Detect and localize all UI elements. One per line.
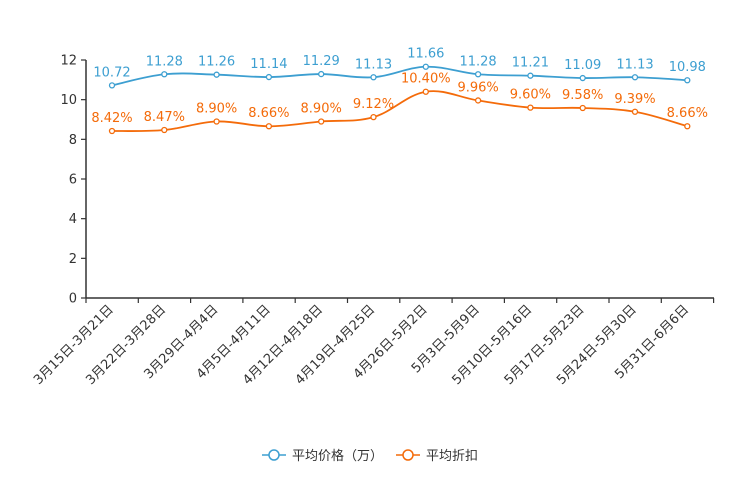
data-label: 10.40%: [401, 72, 451, 87]
data-point: [527, 72, 534, 79]
data-point: [318, 118, 325, 125]
data-label: 9.60%: [510, 88, 551, 103]
data-label: 11.13: [355, 57, 392, 72]
data-point: [213, 71, 220, 78]
data-point: [422, 63, 429, 70]
y-tick-label: 6: [69, 173, 77, 188]
data-point: [579, 74, 586, 82]
data-point: [631, 74, 639, 81]
data-label: 9.58%: [562, 88, 603, 103]
data-label: 8.42%: [91, 111, 132, 126]
data-label: 8.90%: [196, 101, 237, 116]
data-label: 11.13: [616, 57, 653, 72]
data-point: [265, 73, 273, 81]
legend-label: 平均价格（万）: [292, 448, 383, 464]
data-label: 11.21: [512, 56, 549, 71]
y-tick-label: 8: [69, 133, 77, 148]
data-point: [213, 118, 220, 125]
data-point: [108, 82, 116, 89]
data-label: 8.90%: [301, 101, 342, 116]
data-point: [318, 70, 325, 78]
legend-marker-icon: [402, 449, 414, 461]
data-label: 11.28: [459, 54, 496, 69]
y-tick-label: 2: [69, 252, 77, 267]
series-layer: 10.72 11.28 11.26 11.14 11.29 11.13 11.66 11.28…: [91, 47, 708, 135]
series-line: [111, 65, 688, 87]
data-point: [527, 104, 534, 111]
data-label: 11.66: [407, 47, 444, 62]
data-point: [474, 71, 482, 78]
data-point: [161, 126, 168, 134]
data-label: 11.29: [303, 54, 340, 69]
series-line: [111, 90, 688, 132]
data-point: [474, 97, 482, 104]
data-point: [579, 104, 586, 112]
data-label: 11.09: [564, 58, 601, 73]
data-label: 11.26: [198, 55, 235, 70]
data-point: [631, 108, 639, 115]
data-point: [108, 127, 116, 135]
data-point: [684, 77, 691, 84]
data-label: 10.98: [669, 60, 706, 75]
series-2: 8.42% 8.47% 8.90% 8.66% 8.90% 9.12% 10.40% 9.96…: [91, 72, 708, 135]
legend-label: 平均折扣: [426, 449, 478, 464]
data-label: 8.66%: [667, 106, 708, 121]
legend[interactable]: 平均价格（万） 平均折扣: [262, 448, 478, 464]
data-label: 8.47%: [144, 110, 185, 125]
legend-item-2[interactable]: 平均折扣: [396, 449, 478, 464]
data-point: [161, 71, 168, 78]
y-tick-label: 4: [69, 212, 77, 227]
y-tick-label: 0: [69, 292, 77, 307]
data-label: 11.14: [250, 57, 287, 72]
data-label: 9.39%: [614, 92, 655, 107]
legend-marker-icon: [268, 449, 280, 461]
data-label: 10.72: [93, 65, 130, 80]
legend-item-1[interactable]: 平均价格（万）: [262, 448, 383, 464]
y-tick-label: 12: [60, 54, 77, 69]
data-label: 8.66%: [248, 106, 289, 121]
y-tick-label: 10: [60, 93, 77, 108]
data-point: [684, 123, 691, 130]
data-label: 9.12%: [353, 97, 394, 112]
data-point: [265, 123, 273, 130]
data-point: [422, 88, 429, 95]
series-1: 10.72 11.28 11.26 11.14 11.29 11.13 11.66 11.28…: [93, 47, 706, 89]
data-point: [370, 113, 377, 121]
data-point: [370, 74, 377, 81]
data-label: 9.96%: [457, 80, 498, 95]
data-label: 11.28: [146, 54, 183, 69]
